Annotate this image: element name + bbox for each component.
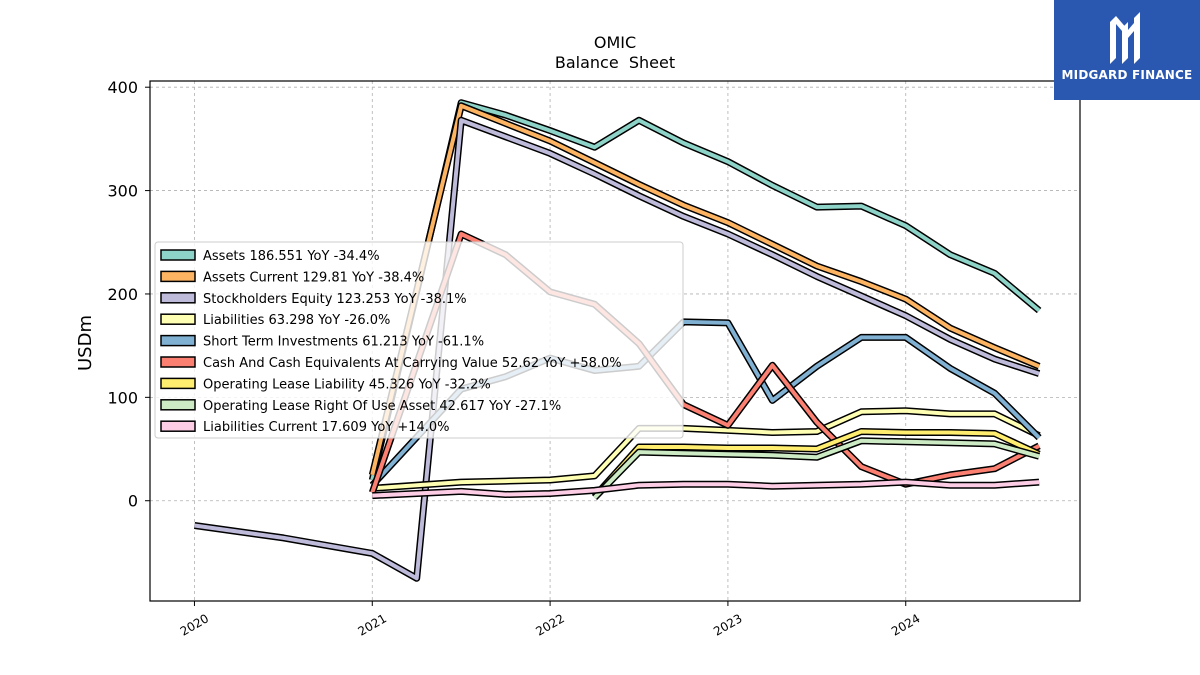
series-line-stroke — [593, 438, 1040, 499]
x-tick-label: 2022 — [533, 611, 566, 638]
legend-item: Liabilities Current 17.609 YoY +14.0% — [160, 420, 450, 435]
legend-item: Assets Current 129.81 YoY -38.4% — [160, 270, 424, 285]
legend-label: Stockholders Equity 123.253 YoY -38.1% — [203, 292, 467, 307]
series-line — [368, 99, 1042, 481]
x-tick-label: 2020 — [178, 611, 211, 638]
series-line — [372, 478, 1040, 500]
series-line — [372, 407, 1041, 492]
legend-label: Liabilities Current 17.609 YoY +14.0% — [203, 420, 450, 435]
legend-label: Assets Current 129.81 YoY -38.4% — [203, 270, 424, 285]
legend-item: Short Term Investments 61.213 YoY -61.1% — [160, 334, 484, 350]
legend-label: Operating Lease Right Of Use Asset 42.61… — [203, 399, 561, 414]
legend-label: Operating Lease Liability 45.326 YoY -32… — [203, 377, 491, 392]
series-line-stroke — [593, 429, 1040, 498]
series-line — [368, 102, 1041, 476]
chart-title: OMIC — [594, 33, 636, 52]
legend-item: Operating Lease Right Of Use Asset 42.61… — [160, 399, 561, 414]
legend-label: Short Term Investments 61.213 YoY -61.1% — [203, 335, 484, 350]
legend-swatch — [160, 420, 196, 432]
y-tick-label: 200 — [107, 285, 138, 304]
legend: Assets 186.551 YoY -34.4% Assets Current … — [154, 241, 684, 439]
brand-name: MIDGARD FINANCE — [1061, 68, 1193, 82]
legend-swatch — [160, 313, 196, 325]
legend-swatch — [160, 292, 196, 304]
chart-subtitle: Balance Sheet — [555, 53, 675, 72]
y-axis-label: USDm — [75, 315, 96, 371]
y-tick-label: 400 — [107, 78, 138, 97]
series-line-stroke — [370, 103, 1040, 476]
plot-frame — [149, 80, 1081, 602]
legend-label: Cash And Cash Equivalents At Carrying Va… — [203, 356, 622, 371]
y-tick-label: 100 — [107, 388, 138, 407]
series-line-stroke — [372, 408, 1040, 491]
x-tick-label: 2021 — [356, 611, 389, 638]
x-tick-label: 2024 — [889, 611, 922, 638]
legend-swatch — [160, 356, 196, 368]
series-line — [194, 116, 1041, 582]
legend-item: Operating Lease Liability 45.326 YoY -32… — [160, 377, 491, 392]
legend-swatch — [160, 334, 196, 347]
series-line — [591, 428, 1041, 499]
legend-swatch — [160, 377, 196, 390]
midgard-m-mark-icon — [1110, 12, 1140, 64]
legend-item: Liabilities 63.298 YoY -26.0% — [160, 313, 390, 328]
series-line-stroke — [372, 480, 1040, 498]
series-line-stroke — [194, 118, 1040, 581]
brand-logo: MIDGARD FINANCE — [1054, 0, 1200, 100]
series-line — [592, 437, 1041, 501]
legend-swatch — [160, 270, 196, 283]
series-line-stroke — [370, 100, 1041, 481]
x-tick-label: 2023 — [711, 611, 744, 638]
y-tick-label: 300 — [107, 182, 138, 201]
legend-label: Assets 186.551 YoY -34.4% — [203, 249, 380, 264]
legend-label: Liabilities 63.298 YoY -26.0% — [203, 313, 390, 328]
legend-item: Assets 186.551 YoY -34.4% — [160, 249, 380, 264]
legend-swatch — [160, 399, 196, 411]
legend-item: Cash And Cash Equivalents At Carrying Va… — [160, 356, 622, 371]
legend-swatch — [160, 249, 196, 261]
legend-box — [154, 241, 684, 439]
y-tick-label: 0 — [128, 492, 138, 511]
legend-item: Stockholders Equity 123.253 YoY -38.1% — [160, 292, 467, 307]
